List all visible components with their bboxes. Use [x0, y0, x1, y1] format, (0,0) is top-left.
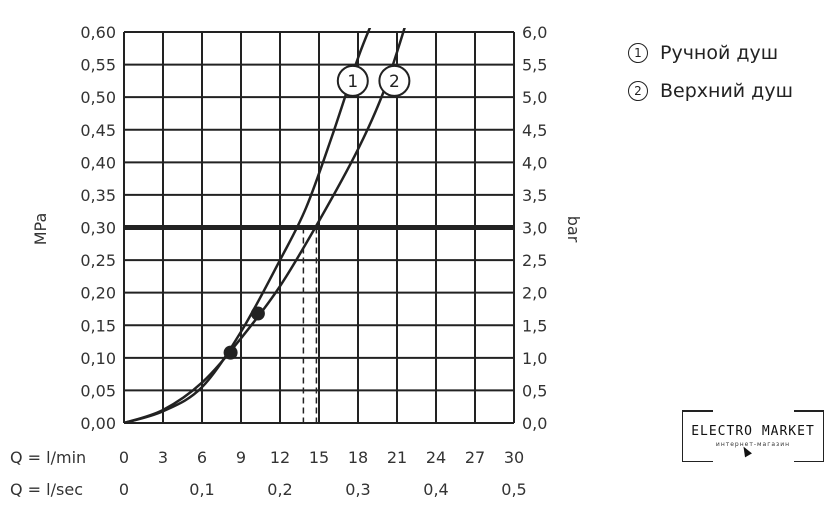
x-axis-lsec-ticks: 0 0,1 0,2 0,3 0,4 0,5 — [119, 480, 527, 499]
legend-number-2: 2 — [628, 81, 648, 101]
x-lmin-tick-label: 12 — [270, 448, 290, 467]
right-tick-label: 6,0 — [522, 23, 547, 42]
right-tick-label: 0,5 — [522, 381, 547, 400]
curve-label-text: 1 — [347, 72, 358, 92]
right-tick-label: 1,5 — [522, 316, 547, 335]
right-tick-label: 2,0 — [522, 284, 547, 303]
logo-title: ELECTRO MARKET — [691, 424, 815, 439]
right-tick-label: 5,0 — [522, 88, 547, 107]
right-tick-label: 0,0 — [522, 414, 547, 433]
x-lsec-tick-label: 0,1 — [189, 480, 214, 499]
x-lmin-tick-label: 21 — [387, 448, 407, 467]
left-tick-label: 0,40 — [80, 153, 116, 172]
x-lmin-tick-label: 18 — [348, 448, 368, 467]
x-axis-lsec-title: Q = l/sec — [10, 480, 83, 499]
x-axis-lmin-title: Q = l/min — [10, 448, 86, 467]
legend-label-overhead-shower: Верхний душ — [660, 80, 793, 102]
curve-marker — [223, 345, 238, 360]
x-lsec-tick-label: 0 — [119, 480, 129, 499]
legend: 1 Ручной душ 2 Верхний душ — [628, 34, 793, 110]
left-tick-label: 0,60 — [80, 23, 116, 42]
right-tick-label: 4,5 — [522, 121, 547, 140]
x-lmin-tick-label: 0 — [119, 448, 129, 467]
left-axis-title: MPa — [31, 213, 50, 246]
x-lmin-tick-label: 30 — [504, 448, 524, 467]
logo-frame-bottom-right — [794, 460, 824, 462]
logo-frame — [682, 410, 824, 462]
logo-frame-top-right — [794, 410, 824, 412]
right-axis-ticks: 0,0 0,5 1,0 1,5 2,0 2,5 3,0 3,5 4,0 4,5 5,0 5,5 6,0 — [522, 23, 547, 433]
curve-label-circle — [336, 64, 369, 97]
curve-label-text: 2 — [389, 72, 400, 92]
left-tick-label: 0,20 — [80, 284, 116, 303]
curve-2 — [124, 28, 406, 423]
markers-group — [223, 306, 265, 360]
right-tick-label: 1,0 — [522, 349, 547, 368]
left-tick-label: 0,45 — [80, 121, 116, 140]
x-lmin-tick-label: 3 — [158, 448, 168, 467]
x-lmin-tick-label: 6 — [197, 448, 207, 467]
right-axis-title: bar — [564, 216, 583, 243]
right-tick-label: 2,5 — [522, 251, 547, 270]
right-tick-label: 3,5 — [522, 186, 547, 205]
legend-label-hand-shower: Ручной душ — [660, 42, 779, 64]
x-lsec-tick-label: 0,5 — [501, 480, 526, 499]
x-axis-lmin-ticks: 0 3 6 9 12 15 18 21 24 27 30 — [119, 448, 524, 467]
left-axis-ticks: 0,00 0,05 0,10 0,15 0,20 0,25 0,30 0,35 0,40 0,45… — [80, 23, 116, 433]
electro-market-logo: ELECTRO MARKET интернет-магазин — [682, 410, 824, 462]
left-tick-label: 0,35 — [80, 186, 116, 205]
x-lsec-tick-label: 0,4 — [423, 480, 448, 499]
x-lmin-tick-label: 27 — [465, 448, 485, 467]
legend-item-hand-shower: 1 Ручной душ — [628, 34, 793, 72]
x-lmin-tick-label: 24 — [426, 448, 446, 467]
right-tick-label: 5,5 — [522, 56, 547, 75]
curve-1 — [124, 28, 372, 423]
x-lmin-tick-label: 15 — [309, 448, 329, 467]
left-tick-label: 0,30 — [80, 219, 116, 238]
right-tick-label: 4,0 — [522, 153, 547, 172]
drop-lines-group — [302, 227, 318, 423]
legend-item-overhead-shower: 2 Верхний душ — [628, 72, 793, 110]
legend-number-1: 1 — [628, 43, 648, 63]
left-tick-label: 0,55 — [80, 56, 116, 75]
x-lsec-tick-label: 0,2 — [267, 480, 292, 499]
curve-marker — [250, 306, 265, 321]
x-lsec-tick-label: 0,3 — [345, 480, 370, 499]
left-tick-label: 0,00 — [80, 414, 116, 433]
left-tick-label: 0,15 — [80, 316, 116, 335]
left-tick-label: 0,25 — [80, 251, 116, 270]
left-tick-label: 0,10 — [80, 349, 116, 368]
curve-label-circle — [378, 64, 411, 97]
right-tick-label: 3,0 — [522, 219, 547, 238]
x-lmin-tick-label: 9 — [236, 448, 246, 467]
logo-subtitle: интернет-магазин — [715, 441, 791, 448]
left-tick-label: 0,05 — [80, 381, 116, 400]
left-tick-label: 0,50 — [80, 88, 116, 107]
